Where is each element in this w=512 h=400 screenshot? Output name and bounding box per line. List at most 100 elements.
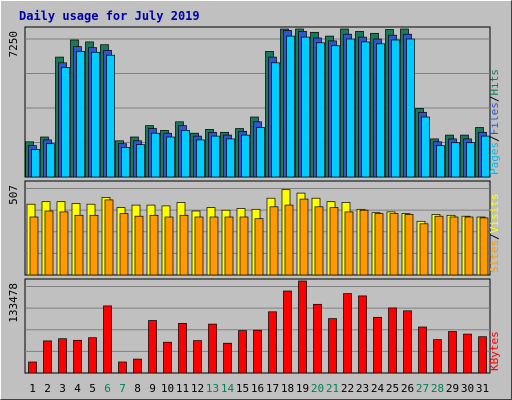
bar-kbytes-day-26 xyxy=(403,310,412,374)
bar-kbytes-day-21 xyxy=(328,318,337,374)
bar-pages-day-3 xyxy=(61,67,70,178)
bar-pages-day-5 xyxy=(91,51,100,178)
bar-pages-day-31 xyxy=(481,135,490,178)
day-label-5: 5 xyxy=(89,382,96,395)
bar-pages-day-4 xyxy=(76,51,85,178)
bar-kbytes-day-13 xyxy=(208,323,217,374)
y-max-label-mid: 507 xyxy=(7,185,20,205)
bar-kbytes-day-15 xyxy=(238,330,247,374)
bar-sites-day-26 xyxy=(404,214,414,276)
bar-kbytes-day-28 xyxy=(433,339,442,374)
bar-kbytes-day-20 xyxy=(313,303,322,374)
legend-entry-files: Files xyxy=(488,102,501,135)
bar-sites-day-8 xyxy=(134,215,144,276)
bar-sites-day-18 xyxy=(284,204,294,276)
day-label-10: 10 xyxy=(161,382,174,395)
bar-kbytes-day-17 xyxy=(268,311,277,374)
x-axis-day-labels: 1 2 3 4 5 6 7 8 9 10 11 12 13 14 15 16 17 18 19 20 21 22 23 24 2… xyxy=(29,382,489,395)
bar-kbytes-day-25 xyxy=(388,307,397,374)
bar-kbytes-day-7 xyxy=(118,361,127,374)
bar-sites-day-30 xyxy=(464,216,474,276)
bar-kbytes-day-19 xyxy=(298,280,307,374)
bar-kbytes-day-1 xyxy=(28,361,37,374)
bar-sites-day-29 xyxy=(449,216,459,276)
bar-kbytes-day-10 xyxy=(163,341,172,374)
day-label-3: 3 xyxy=(59,382,66,395)
bar-pages-day-17 xyxy=(271,62,280,178)
legend-entry-visits: Visits xyxy=(488,194,501,234)
bar-sites-day-11 xyxy=(179,214,189,276)
bar-pages-day-26 xyxy=(406,38,415,178)
day-label-7: 7 xyxy=(119,382,126,395)
bar-pages-day-23 xyxy=(361,41,370,178)
day-label-27: 27 xyxy=(416,382,429,395)
bar-pages-day-1 xyxy=(31,149,40,178)
bar-kbytes-day-3 xyxy=(58,338,67,374)
day-label-28: 28 xyxy=(431,382,444,395)
legend-entry-sites: Sites xyxy=(488,240,501,273)
day-label-31: 31 xyxy=(476,382,489,395)
bar-kbytes-day-30 xyxy=(463,333,472,374)
bar-sites-day-16 xyxy=(254,218,264,276)
day-label-4: 4 xyxy=(74,382,81,395)
day-label-9: 9 xyxy=(149,382,156,395)
bar-kbytes-day-6 xyxy=(103,305,112,374)
bar-pages-day-15 xyxy=(241,134,250,178)
day-label-16: 16 xyxy=(251,382,264,395)
bar-kbytes-day-12 xyxy=(193,340,202,374)
bar-kbytes-day-8 xyxy=(133,358,142,374)
day-label-6: 6 xyxy=(104,382,111,395)
day-label-20: 20 xyxy=(311,382,324,395)
bar-kbytes-day-23 xyxy=(358,295,367,374)
bar-sites-day-4 xyxy=(74,214,84,276)
day-label-11: 11 xyxy=(176,382,189,395)
bar-kbytes-day-9 xyxy=(148,320,157,374)
bar-pages-day-12 xyxy=(196,139,205,178)
bar-sites-day-24 xyxy=(374,213,384,276)
bar-sites-day-25 xyxy=(389,213,399,276)
day-label-19: 19 xyxy=(296,382,309,395)
bar-kbytes-day-29 xyxy=(448,331,457,374)
bar-sites-day-23 xyxy=(359,209,369,276)
panel-pages-files-hits: 7250 Pages/Files/Hits xyxy=(7,26,501,178)
bar-sites-day-20 xyxy=(314,206,324,276)
day-label-30: 30 xyxy=(461,382,474,395)
bar-sites-day-14 xyxy=(224,216,234,276)
bar-sites-day-19 xyxy=(299,198,309,276)
bar-pages-day-11 xyxy=(181,130,190,178)
day-label-14: 14 xyxy=(221,382,235,395)
bar-sites-day-12 xyxy=(194,216,204,276)
legend-mid: Sites/Visits xyxy=(488,194,501,274)
bar-kbytes-day-4 xyxy=(73,339,82,374)
bar-sites-day-15 xyxy=(239,216,249,276)
day-label-23: 23 xyxy=(356,382,369,395)
bar-kbytes-day-11 xyxy=(178,323,187,374)
bar-sites-day-31 xyxy=(479,217,489,276)
bar-pages-day-27 xyxy=(421,116,430,178)
bar-pages-day-30 xyxy=(466,142,475,178)
bar-pages-day-22 xyxy=(346,38,355,178)
bar-pages-day-25 xyxy=(391,39,400,178)
bar-sites-day-17 xyxy=(269,206,279,276)
day-label-15: 15 xyxy=(236,382,249,395)
bar-kbytes-day-22 xyxy=(343,293,352,374)
day-label-29: 29 xyxy=(446,382,459,395)
bar-sites-day-27 xyxy=(419,223,429,276)
day-label-18: 18 xyxy=(281,382,294,395)
bar-kbytes-day-2 xyxy=(43,340,52,374)
legend-entry-kbytes: KBytes xyxy=(488,331,501,371)
chart-title: Daily usage for July 2019 xyxy=(19,9,200,23)
day-label-2: 2 xyxy=(44,382,51,395)
bar-kbytes-day-27 xyxy=(418,326,427,374)
legend-top: Pages/Files/Hits xyxy=(488,69,501,175)
bar-sites-day-13 xyxy=(209,216,219,276)
bar-pages-day-2 xyxy=(46,143,55,178)
bar-kbytes-day-24 xyxy=(373,316,382,374)
bar-sites-day-21 xyxy=(329,207,339,276)
day-label-26: 26 xyxy=(401,382,414,395)
bar-pages-day-6 xyxy=(106,54,115,178)
bar-sites-day-1 xyxy=(29,216,39,276)
bar-pages-day-13 xyxy=(211,135,220,178)
bar-pages-day-16 xyxy=(256,127,265,178)
